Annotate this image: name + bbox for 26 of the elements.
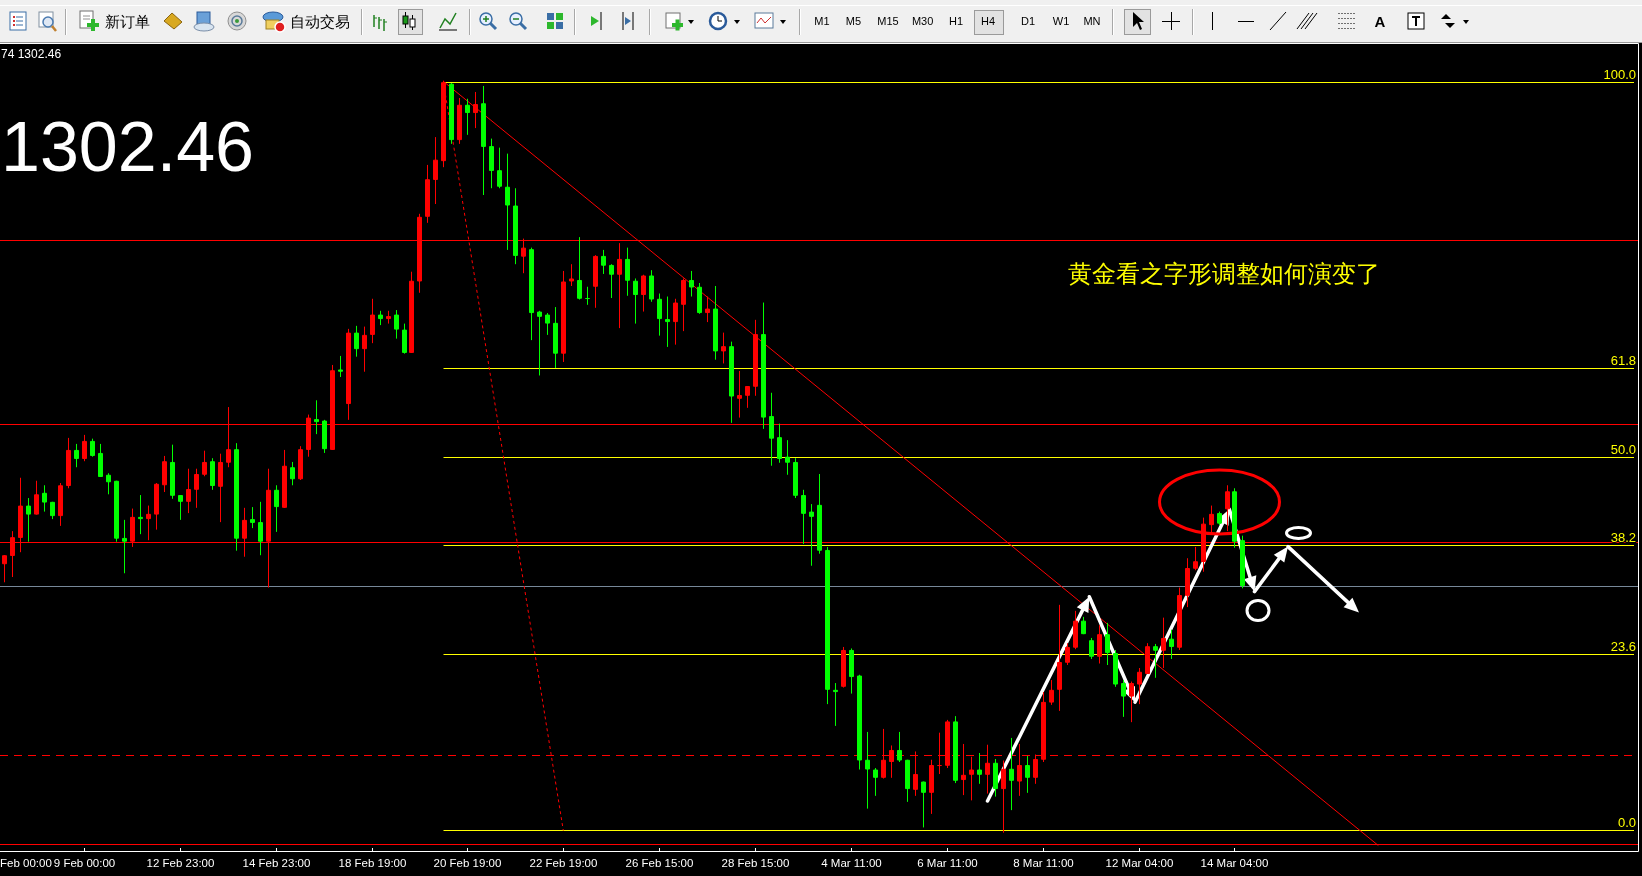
series-label: 0.0	[1617, 815, 1636, 830]
annotation: 74 1302.46	[1, 47, 62, 61]
x-tick-label: 4 Mar 11:00	[821, 857, 882, 869]
annotation: 黄金看之字形调整如何演变了	[1068, 260, 1380, 287]
x-tick-label: 6 Mar 11:00	[917, 857, 978, 869]
x-tick-label: 9 Feb 00:00	[53, 857, 116, 869]
x-tick-label: 20 Feb 19:00	[433, 857, 502, 869]
series-label: 50.0	[1610, 442, 1636, 457]
x-tick-label: 12 Mar 04:00	[1105, 857, 1174, 869]
x-tick-label: 26 Feb 15:00	[625, 857, 694, 869]
series-label: 23.6	[1610, 639, 1636, 654]
annotation: 新订单	[105, 13, 150, 30]
series-label: 38.2	[1610, 530, 1636, 545]
annotation: 1302.46	[1, 108, 255, 186]
x-tick-label: 22 Feb 19:00	[529, 857, 598, 869]
series-label: 100.0	[1603, 67, 1636, 82]
x-tick-label: 12 Feb 23:00	[146, 857, 215, 869]
annotation: Feb 00:00	[0, 857, 52, 869]
annotation: 自动交易	[290, 13, 350, 30]
x-tick-label: 8 Mar 11:00	[1013, 857, 1074, 869]
x-tick-label: 28 Feb 15:00	[721, 857, 790, 869]
x-tick-label: 18 Feb 19:00	[338, 857, 407, 869]
annotation: A	[1374, 13, 1386, 30]
x-tick-label: 14 Mar 04:00	[1200, 857, 1269, 869]
x-tick-label: 14 Feb 23:00	[242, 857, 311, 869]
series-label: 61.8	[1610, 353, 1636, 368]
